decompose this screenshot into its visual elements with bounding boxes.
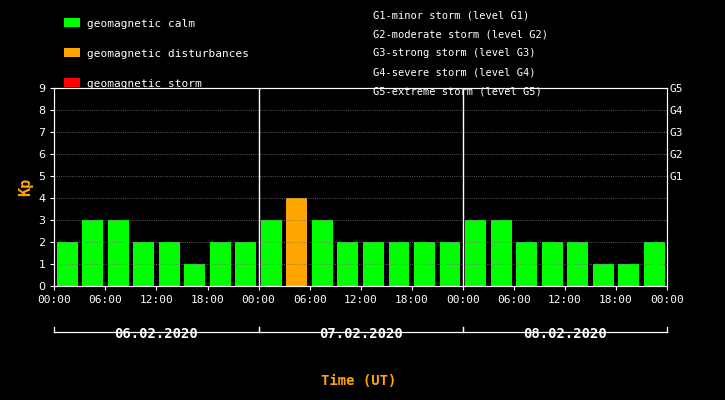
Bar: [465, 220, 486, 286]
Bar: [567, 242, 588, 286]
Bar: [516, 242, 537, 286]
Bar: [159, 242, 180, 286]
Text: G4-severe storm (level G4): G4-severe storm (level G4): [373, 68, 536, 78]
Text: G3-strong storm (level G3): G3-strong storm (level G3): [373, 48, 536, 58]
Text: Time (UT): Time (UT): [321, 374, 397, 388]
Bar: [542, 242, 563, 286]
Text: G2-moderate storm (level G2): G2-moderate storm (level G2): [373, 29, 548, 39]
Text: G5-extreme storm (level G5): G5-extreme storm (level G5): [373, 87, 542, 97]
Bar: [618, 264, 639, 286]
Bar: [439, 242, 460, 286]
Bar: [286, 198, 307, 286]
Bar: [312, 220, 333, 286]
Text: geomagnetic disturbances: geomagnetic disturbances: [87, 49, 249, 59]
Bar: [337, 242, 358, 286]
Bar: [82, 220, 103, 286]
Text: geomagnetic storm: geomagnetic storm: [87, 79, 202, 89]
Y-axis label: Kp: Kp: [17, 178, 33, 196]
Bar: [236, 242, 256, 286]
Text: G1-minor storm (level G1): G1-minor storm (level G1): [373, 10, 530, 20]
Bar: [261, 220, 282, 286]
Bar: [108, 220, 128, 286]
Bar: [389, 242, 410, 286]
Bar: [184, 264, 205, 286]
Text: 08.02.2020: 08.02.2020: [523, 327, 607, 341]
Bar: [57, 242, 78, 286]
Bar: [363, 242, 384, 286]
Bar: [210, 242, 231, 286]
Text: 07.02.2020: 07.02.2020: [319, 327, 402, 341]
Bar: [491, 220, 512, 286]
Bar: [133, 242, 154, 286]
Bar: [414, 242, 435, 286]
Text: 06.02.2020: 06.02.2020: [115, 327, 199, 341]
Bar: [644, 242, 665, 286]
Bar: [593, 264, 613, 286]
Text: geomagnetic calm: geomagnetic calm: [87, 19, 195, 29]
